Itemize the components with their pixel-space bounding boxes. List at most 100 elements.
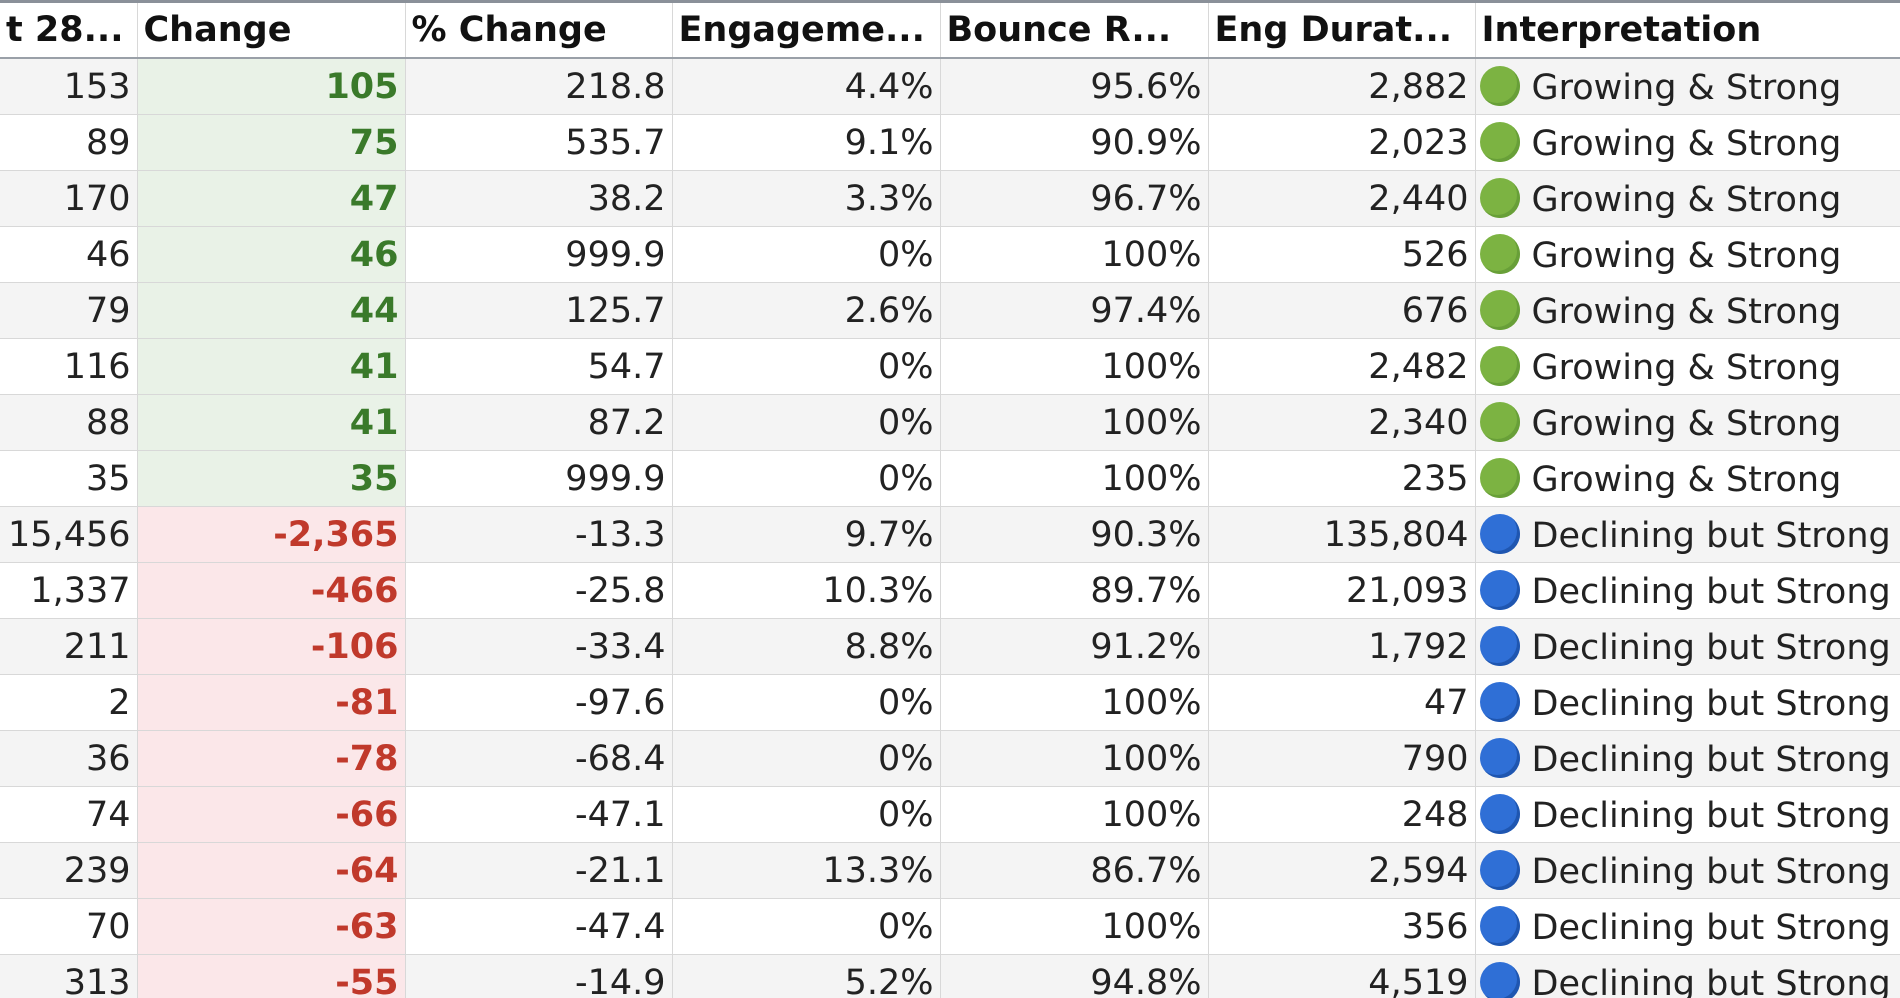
- status-dot: [1479, 569, 1520, 610]
- cell: 0%: [672, 394, 941, 451]
- interpretation-text: Growing & Strong: [1531, 123, 1842, 164]
- cell: 75: [137, 114, 406, 171]
- cell: 35: [0, 450, 138, 507]
- table-row: 153 105 218.8 4.4% 95.6% 2,882 Growing & Stron…: [0, 58, 1900, 115]
- cell: 54.7: [405, 338, 673, 395]
- cell: -466: [137, 562, 406, 619]
- interpretation-text: Growing & Strong: [1531, 67, 1842, 108]
- cell: -66: [137, 786, 406, 843]
- status-dot: [1479, 513, 1520, 554]
- interpretation-text: Growing & Strong: [1531, 235, 1842, 276]
- cell: 91.2%: [940, 618, 1209, 675]
- status-dot: [1479, 961, 1520, 998]
- cell: 248: [1208, 786, 1476, 843]
- cell: -81: [137, 674, 406, 731]
- table-row: 211 -106 -33.4 8.8% 91.2% 1,792 Declining but …: [0, 618, 1900, 675]
- cell: -47.4: [405, 898, 673, 955]
- cell: -55: [137, 954, 406, 998]
- table-row: 79 44 125.7 2.6% 97.4% 676 Growing & Strong: [0, 282, 1900, 339]
- column-header[interactable]: Engageme...: [672, 3, 941, 59]
- interpretation-cell: Declining but Strong: [1475, 674, 1900, 731]
- cell: 94.8%: [940, 954, 1209, 998]
- cell: -78: [137, 730, 406, 787]
- cell: 9.7%: [672, 506, 941, 563]
- cell: 2,594: [1208, 842, 1476, 899]
- cell: 125.7: [405, 282, 673, 339]
- interpretation-text: Declining but Strong: [1531, 683, 1891, 724]
- cell: -14.9: [405, 954, 673, 998]
- cell: 100%: [940, 674, 1209, 731]
- table-row: 239 -64 -21.1 13.3% 86.7% 2,594 Declining but …: [0, 842, 1900, 899]
- cell: 3.3%: [672, 170, 941, 227]
- cell: 153: [0, 58, 138, 115]
- cell: -13.3: [405, 506, 673, 563]
- cell: 89: [0, 114, 138, 171]
- status-dot: [1479, 401, 1520, 442]
- cell: 9.1%: [672, 114, 941, 171]
- cell: 356: [1208, 898, 1476, 955]
- cell: 999.9: [405, 450, 673, 507]
- cell: -21.1: [405, 842, 673, 899]
- table-row: 313 -55 -14.9 5.2% 94.8% 4,519 Declining but S…: [0, 954, 1900, 998]
- status-dot: [1479, 793, 1520, 834]
- column-header[interactable]: % Change: [405, 3, 673, 59]
- table-row: 88 41 87.2 0% 100% 2,340 Growing & Strong: [0, 394, 1900, 451]
- cell: 21,093: [1208, 562, 1476, 619]
- cell: 100%: [940, 450, 1209, 507]
- cell: 4,519: [1208, 954, 1476, 998]
- cell: 0%: [672, 338, 941, 395]
- column-header[interactable]: Interpretation: [1475, 3, 1900, 59]
- cell: 46: [0, 226, 138, 283]
- status-dot: [1479, 345, 1520, 386]
- interpretation-cell: Growing & Strong: [1475, 394, 1900, 451]
- interpretation-cell: Declining but Strong: [1475, 786, 1900, 843]
- cell: 2,882: [1208, 58, 1476, 115]
- status-dot: [1479, 737, 1520, 778]
- cell: 47: [1208, 674, 1476, 731]
- cell: 96.7%: [940, 170, 1209, 227]
- table-row: 15,456 -2,365 -13.3 9.7% 90.3% 135,804 Declini…: [0, 506, 1900, 563]
- column-header[interactable]: t 28...: [0, 3, 138, 59]
- cell: 100%: [940, 786, 1209, 843]
- column-header[interactable]: Change: [137, 3, 406, 59]
- cell: -106: [137, 618, 406, 675]
- data-table: t 28... Change% Change Engageme... Bounce R…: [0, 3, 1900, 998]
- cell: 8.8%: [672, 618, 941, 675]
- interpretation-cell: Growing & Strong: [1475, 282, 1900, 339]
- status-dot: [1479, 177, 1520, 218]
- cell: 0%: [672, 226, 941, 283]
- cell: 100%: [940, 898, 1209, 955]
- cell: -2,365: [137, 506, 406, 563]
- cell: 44: [137, 282, 406, 339]
- cell: 4.4%: [672, 58, 941, 115]
- cell: 0%: [672, 730, 941, 787]
- interpretation-text: Growing & Strong: [1531, 291, 1842, 332]
- table-row: 70 -63 -47.4 0% 100% 356 Declining but Strong: [0, 898, 1900, 955]
- interpretation-text: Declining but Strong: [1531, 627, 1891, 668]
- cell: 526: [1208, 226, 1476, 283]
- interpretation-cell: Growing & Strong: [1475, 114, 1900, 171]
- interpretation-cell: Declining but Strong: [1475, 618, 1900, 675]
- cell: 100%: [940, 338, 1209, 395]
- cell: 218.8: [405, 58, 673, 115]
- cell: 35: [137, 450, 406, 507]
- table-row: 2 -81 -97.6 0% 100% 47 Declining but Strong: [0, 674, 1900, 731]
- cell: 105: [137, 58, 406, 115]
- interpretation-text: Declining but Strong: [1531, 515, 1891, 556]
- column-header[interactable]: Eng Durat...: [1208, 3, 1476, 59]
- column-header[interactable]: Bounce R...: [940, 3, 1209, 59]
- interpretation-text: Declining but Strong: [1531, 851, 1891, 892]
- interpretation-cell: Declining but Strong: [1475, 842, 1900, 899]
- cell: 90.3%: [940, 506, 1209, 563]
- interpretation-cell: Growing & Strong: [1475, 338, 1900, 395]
- interpretation-text: Declining but Strong: [1531, 739, 1891, 780]
- table-row: 35 35 999.9 0% 100% 235 Growing & Strong: [0, 450, 1900, 507]
- interpretation-text: Declining but Strong: [1531, 571, 1891, 612]
- table-row: 74 -66 -47.1 0% 100% 248 Declining but Strong: [0, 786, 1900, 843]
- cell: 790: [1208, 730, 1476, 787]
- interpretation-cell: Declining but Strong: [1475, 506, 1900, 563]
- cell: 10.3%: [672, 562, 941, 619]
- table-body: 153 105 218.8 4.4% 95.6% 2,882 Growing & Stron…: [0, 58, 1900, 998]
- status-dot: [1479, 905, 1520, 946]
